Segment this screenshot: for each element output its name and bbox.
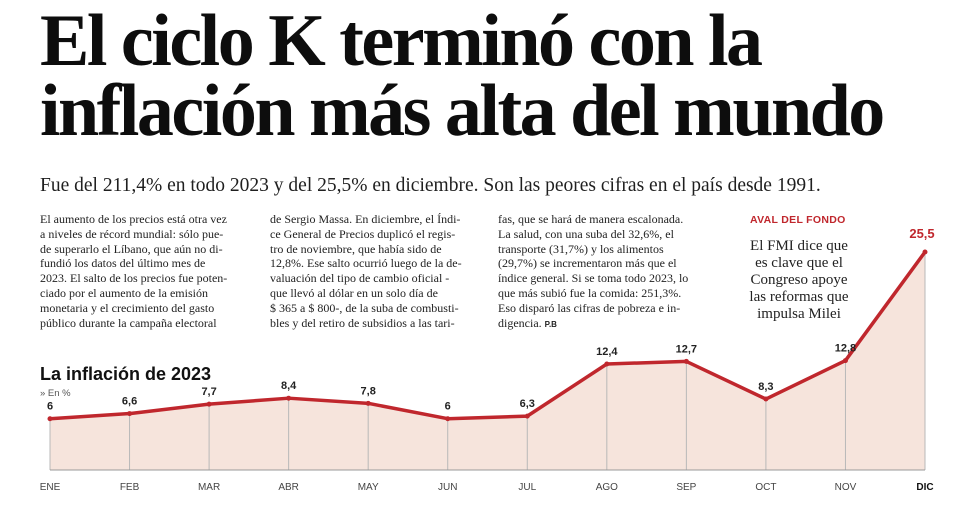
chart-x-tick-label: SEP — [676, 482, 696, 493]
chart-x-tick-label: JUL — [518, 482, 536, 493]
chart-x-tick-label: NOV — [835, 482, 857, 493]
chart-value-label: 6 — [47, 401, 53, 413]
chart-point-jun — [445, 416, 451, 422]
chart-x-tick-label: AGO — [596, 482, 618, 493]
chart-x-tick-label: DIC — [916, 482, 933, 493]
chart-value-label: 6,3 — [520, 398, 535, 410]
chart-area-fill — [50, 252, 925, 470]
chart-title: La inflación de 2023 — [40, 364, 212, 384]
body-column-1: El aumento de los precios está otra vez … — [40, 212, 228, 330]
chart-point-abr — [286, 395, 292, 401]
chart-x-tick-label: ABR — [278, 482, 299, 493]
chart-value-label: 6,6 — [122, 396, 137, 408]
body-column-3-text: fas, que se hará de manera escalonada. L… — [498, 212, 689, 330]
body-column-3: fas, que se hará de manera escalonada. L… — [498, 212, 720, 332]
author-initials: P.B — [544, 319, 557, 329]
chart-point-ago — [604, 361, 610, 367]
chart-point-sep — [683, 358, 689, 364]
chart-value-label: 7,7 — [201, 386, 216, 398]
chart-point-jul — [524, 413, 530, 419]
chart-value-label: 12,4 — [596, 346, 618, 358]
chart-series-line — [48, 250, 927, 421]
aside-text: El FMI dice que es clave que el Congreso… — [749, 238, 849, 322]
chart-value-label: 8,4 — [281, 380, 297, 392]
chart-value-label: 12,7 — [676, 343, 697, 355]
chart-x-tick-label: ENE — [40, 482, 61, 493]
aside-kicker: AVAL DEL FONDO — [750, 214, 846, 226]
chart-unit-label: » En % — [40, 388, 71, 399]
chart-x-tick-label: MAY — [358, 482, 379, 493]
headline-line-2: inflación más alta del mundo — [40, 70, 885, 152]
body-column-2: de Sergio Massa. En diciembre, el Índi- … — [270, 212, 462, 330]
chart-value-label: 6 — [445, 401, 451, 413]
chart-value-label: 12,8 — [835, 343, 856, 355]
chart-point-ene — [47, 416, 53, 422]
headline-line-1: El ciclo K terminó con la — [40, 0, 763, 82]
subheadline: Fue del 211,4% en todo 2023 y del 25,5% … — [40, 175, 821, 196]
chart-x-tick-label: FEB — [120, 482, 140, 493]
chart-x-tick-label: OCT — [755, 482, 776, 493]
chart-value-label: 8,3 — [758, 381, 773, 393]
chart-point-feb — [127, 411, 133, 417]
chart-point-mar — [206, 401, 212, 407]
chart-point-may — [365, 400, 371, 406]
chart-value-label: 7,8 — [361, 385, 376, 397]
chart-point-oct — [763, 396, 769, 402]
headline: El ciclo K terminó con la inflación más … — [40, 0, 940, 152]
chart-x-tick-label: MAR — [198, 482, 220, 493]
chart-point-nov — [842, 358, 848, 364]
chart-x-tick-label: JUN — [438, 482, 457, 493]
chart-point-dic — [922, 249, 928, 255]
chart-value-label: 25,5 — [909, 226, 934, 241]
